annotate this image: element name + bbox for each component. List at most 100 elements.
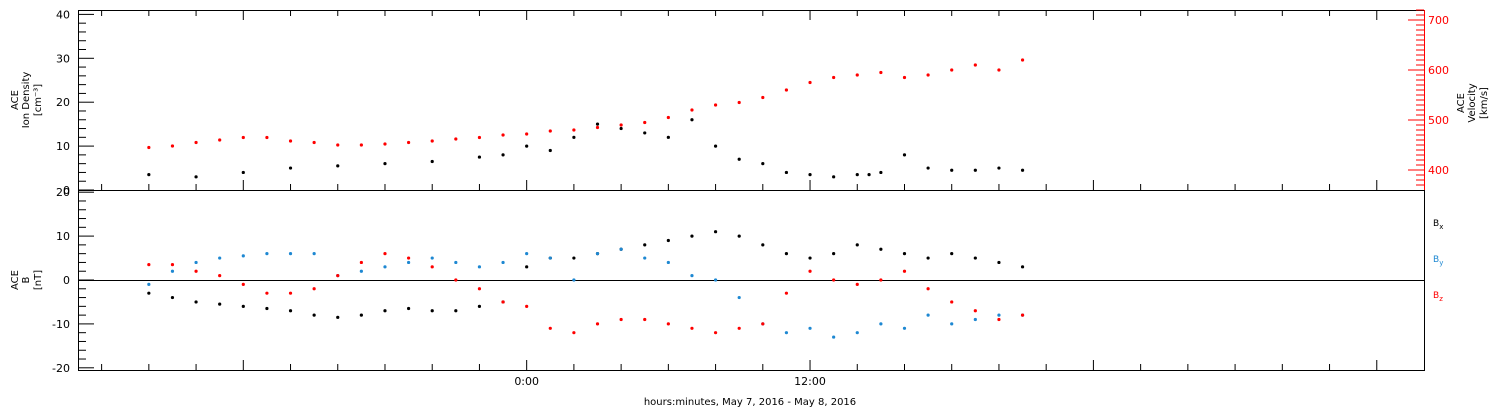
bx-point <box>477 304 482 308</box>
bottom-left-tick-label: 10 <box>56 230 70 243</box>
velocity-point <box>241 135 245 140</box>
bz-point <box>312 287 316 291</box>
ion-density-point <box>1020 168 1025 172</box>
bottom-left-label-line2: B <box>21 276 32 283</box>
top-left-tick-label: 30 <box>56 52 70 65</box>
bz-point <box>619 317 623 322</box>
bx-point <box>454 309 458 313</box>
legend-bx: Bx <box>1433 219 1443 231</box>
x-tick-label: 0:00 <box>514 375 539 388</box>
by-point <box>950 322 954 326</box>
bx-point <box>147 291 151 295</box>
velocity-point <box>926 73 930 77</box>
ion-density-point <box>572 135 576 139</box>
bz-point <box>194 269 198 273</box>
top-left-label-line2: Ion Density <box>21 72 32 129</box>
bx-point <box>761 243 765 247</box>
velocity-point <box>312 140 316 145</box>
by-point <box>147 282 151 286</box>
bx-point <box>312 313 316 317</box>
velocity-point <box>973 63 977 67</box>
by-point <box>265 252 269 256</box>
top-right-tick-label: 500 <box>1428 114 1449 127</box>
by-point <box>808 326 812 330</box>
bx-point <box>973 256 977 260</box>
velocity-point <box>950 68 954 72</box>
bz-point <box>336 274 340 278</box>
velocity-point <box>406 140 411 145</box>
ion-density-point <box>867 173 871 177</box>
by-point <box>525 252 529 256</box>
top-right-label-line2: Velocity <box>1467 83 1478 122</box>
bx-point <box>525 265 529 269</box>
velocity-point <box>501 133 505 137</box>
by-point <box>477 265 482 269</box>
bz-point <box>666 322 670 326</box>
top-right-label-line1: ACE <box>1456 93 1467 113</box>
by-point <box>879 322 883 326</box>
x-axis-caption: hours:minutes, May 7, 2016 - May 8, 2016 <box>644 397 856 408</box>
bz-point <box>383 252 387 256</box>
bz-point <box>548 326 552 330</box>
ion-density-point <box>501 153 505 157</box>
bz-point <box>761 322 765 326</box>
top-right-label-line3: [km/s] <box>1479 87 1490 119</box>
by-point <box>501 260 505 265</box>
bx-point <box>170 295 175 300</box>
ion-density-point <box>595 122 600 126</box>
ion-density-point <box>548 148 552 153</box>
by-point <box>690 274 694 278</box>
ion-density-point <box>643 131 647 135</box>
by-point <box>572 278 576 282</box>
velocity-point <box>218 138 222 142</box>
bz-point <box>477 287 482 291</box>
by-point <box>406 260 411 265</box>
velocity-point <box>525 132 529 136</box>
data-marks <box>147 58 1025 339</box>
by-point <box>548 256 552 260</box>
bx-point <box>879 247 883 251</box>
bx-point <box>902 252 907 256</box>
bz-point <box>147 263 151 267</box>
velocity-point <box>761 95 765 100</box>
velocity-point <box>643 120 647 125</box>
velocity-point <box>170 144 175 148</box>
by-point <box>784 331 789 335</box>
by-point <box>359 269 363 273</box>
velocity-point <box>288 139 293 143</box>
bz-point <box>855 282 859 286</box>
bottom-left-tick-label: -20 <box>52 362 70 375</box>
ion-density-point <box>784 170 789 175</box>
bx-point <box>666 238 670 243</box>
top-left-tick-label: 10 <box>56 140 70 153</box>
bz-point <box>525 304 529 308</box>
ion-density-point <box>737 157 741 161</box>
bz-point <box>784 291 789 295</box>
velocity-point <box>855 73 859 77</box>
velocity-point <box>477 135 482 140</box>
velocity-point <box>572 128 576 132</box>
ion-density-point <box>690 118 694 122</box>
ion-density-point <box>525 144 529 148</box>
bz-point <box>170 263 175 267</box>
bx-point <box>383 309 387 313</box>
velocity-point <box>194 140 198 145</box>
top-left-axis-label: ACE Ion Density [cm⁻³] <box>10 72 44 129</box>
ion-density-point <box>666 135 670 139</box>
ion-density-point <box>902 153 907 157</box>
bz-point <box>926 287 930 291</box>
ion-density-point <box>950 168 954 172</box>
bx-point <box>194 300 198 304</box>
velocity-point <box>454 137 458 141</box>
bx-point <box>218 302 222 306</box>
bx-point <box>241 304 245 308</box>
velocity-point <box>690 108 694 112</box>
top-panel-frame <box>78 10 1425 191</box>
ion-density-point <box>619 126 623 131</box>
bz-point <box>808 269 812 273</box>
bx-point <box>336 315 340 319</box>
by-point <box>619 247 623 251</box>
velocity-point <box>832 75 836 80</box>
bottom-left-label-line3: [nT] <box>33 270 44 290</box>
